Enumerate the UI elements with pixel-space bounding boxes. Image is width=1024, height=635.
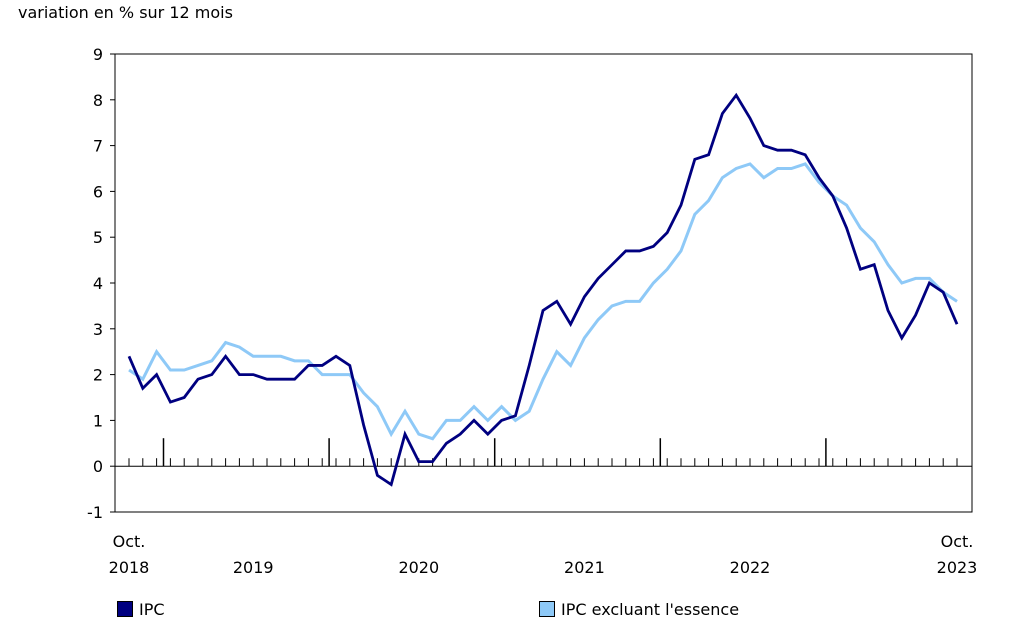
series-lines <box>127 92 959 487</box>
x-tick-label-line: Oct. <box>113 532 146 551</box>
x-tick-label: 2019 <box>233 558 274 577</box>
x-tick-label-line: 2020 <box>398 558 439 577</box>
x-tick-label: Oct. 2018 <box>109 532 150 577</box>
y-tick-label: 0 <box>93 457 103 476</box>
x-tick-label-line: 2022 <box>730 558 771 577</box>
y-tick-label: 1 <box>93 411 103 430</box>
y-tick-label: 8 <box>93 91 103 110</box>
x-tick-label: 2022 <box>730 558 771 577</box>
x-tick-label: 2021 <box>564 558 605 577</box>
plot-area <box>114 53 973 513</box>
x-tick-label-line: 2019 <box>233 558 274 577</box>
y-axis-label: variation en % sur 12 mois <box>18 3 233 22</box>
x-tick-label: Oct. 2023 <box>937 532 978 577</box>
y-tick-label: 6 <box>93 182 103 201</box>
legend-item-ipc: IPC <box>117 597 165 621</box>
y-tick-label: 4 <box>93 274 103 293</box>
x-tick-label-line: Oct. <box>941 532 974 551</box>
y-tick-label: 5 <box>93 228 103 247</box>
legend-item-ipc-excl-essence: IPC excluant l'essence <box>539 597 739 621</box>
legend-label-ipc-excl-essence: IPC excluant l'essence <box>561 599 740 619</box>
legend-swatch-ipc <box>117 601 133 617</box>
x-tick-label: 2020 <box>398 558 439 577</box>
legend-swatch-ipc-excl-essence <box>539 601 555 617</box>
y-tick-label: 7 <box>93 137 103 156</box>
legend-label-ipc: IPC <box>139 599 165 619</box>
y-tick-label: 9 <box>93 45 103 64</box>
y-tick-label: -1 <box>87 503 103 522</box>
series-line-ipc-excl-essence <box>128 162 958 441</box>
x-tick-label-line: 2023 <box>937 558 978 577</box>
x-tick-label-line: 2018 <box>109 558 150 577</box>
x-tick-label-line: 2021 <box>564 558 605 577</box>
y-tick-label: 2 <box>93 366 103 385</box>
y-tick-label: 3 <box>93 320 103 339</box>
series-line-ipc <box>127 92 959 487</box>
axis-ticks: -1 0 1 2 3 4 5 6 7 8 9 Oct. 2018 2019 2020 2021 2022 Oct.… <box>87 45 977 577</box>
